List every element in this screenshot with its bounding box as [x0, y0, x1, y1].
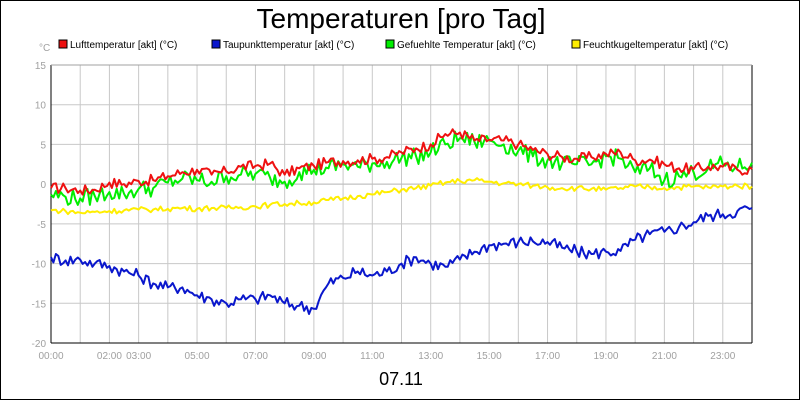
x-tick-label: 19:00: [593, 351, 618, 362]
x-tick-label: 21:00: [652, 351, 677, 362]
x-tick-label: 09:00: [301, 351, 326, 362]
y-axis-unit: °C: [39, 43, 50, 54]
legend-swatch: [211, 39, 221, 49]
x-tick-label: 11:00: [360, 351, 385, 362]
series-line: [50, 128, 753, 196]
legend-label: Gefuehlte Temperatur [akt] (°C): [397, 40, 536, 51]
y-tick-label: 10: [35, 101, 47, 112]
series-line: [50, 177, 753, 216]
series-layer: [50, 128, 753, 315]
series-line: [50, 130, 753, 206]
x-axis-date-label: 07.11: [379, 369, 423, 389]
legend-label: Taupunkttemperatur [akt] (°C): [223, 40, 354, 51]
legend-swatch: [58, 39, 68, 49]
x-tick-label: 00:00: [38, 351, 63, 362]
x-tick-label: 17:00: [535, 351, 560, 362]
y-tick-label: 0: [40, 180, 46, 191]
y-tick-label: -20: [32, 339, 47, 350]
chart-title: Temperaturen [pro Tag]: [257, 3, 546, 34]
x-tick-label: 23:00: [710, 351, 735, 362]
legend-label: Feuchtkugeltemperatur [akt] (°C): [583, 40, 728, 51]
legend: Lufttemperatur [akt] (°C) Taupunkttempera…: [58, 39, 728, 51]
y-tick-label: -10: [32, 260, 47, 271]
legend-swatch: [385, 39, 395, 49]
grid: [50, 64, 753, 344]
x-tick-label: 13:00: [418, 351, 443, 362]
x-tick-label: 05:00: [185, 351, 210, 362]
x-tick-label: 07:00: [243, 351, 268, 362]
legend-swatch: [571, 39, 581, 49]
y-tick-label: 15: [35, 61, 47, 72]
x-tick-label: 03:00: [126, 351, 151, 362]
y-tick-label: 5: [40, 140, 46, 151]
legend-label: Lufttemperatur [akt] (°C): [70, 40, 177, 51]
y-tick-label: -15: [32, 299, 47, 310]
y-tick-label: -5: [37, 220, 46, 231]
x-tick-label: 15:00: [477, 351, 502, 362]
x-tick-label: 02:00: [97, 351, 122, 362]
series-line: [50, 205, 753, 315]
